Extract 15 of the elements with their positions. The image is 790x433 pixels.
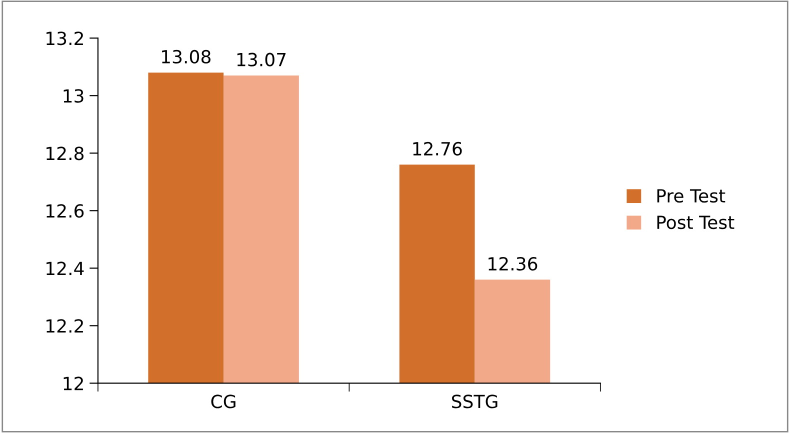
x-tick-label: CG (211, 394, 236, 408)
legend-label: Post Test (657, 216, 734, 230)
y-tick-label: 12.8 (46, 146, 84, 160)
y-tick-label: 12 (64, 376, 83, 390)
legend-label: Pre Test (657, 189, 726, 203)
y-tick-label: 13.2 (46, 32, 83, 46)
y-tick-label: 12.4 (46, 262, 84, 276)
data-label: 12.36 (488, 256, 538, 271)
data-label: 13.08 (162, 50, 210, 64)
y-tick-label: 13 (64, 89, 84, 103)
data-label: 13.07 (237, 52, 286, 66)
x-tick-label: SSTG (452, 394, 498, 408)
y-tick-label: 12.2 (46, 319, 83, 333)
y-tick-label: 12.6 (46, 204, 84, 218)
data-label: 12.76 (413, 142, 462, 156)
